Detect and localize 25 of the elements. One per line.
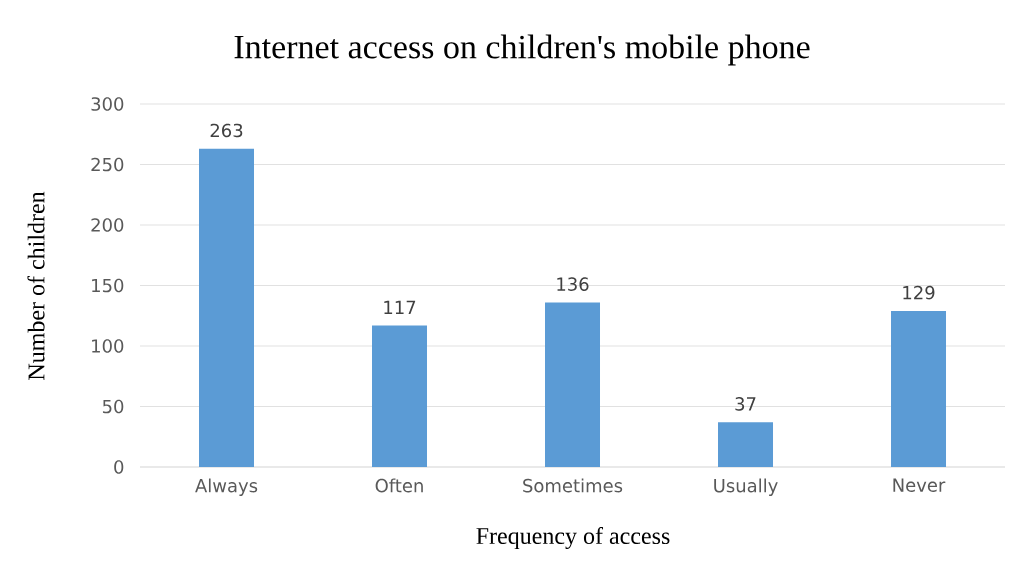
chart-title: Internet access on children's mobile phone [234,34,810,66]
bar [545,302,600,467]
y-tick-label: 50 [102,399,124,414]
data-label: 117 [384,300,416,314]
y-tick-label: 250 [91,157,124,172]
data-label: 129 [903,285,935,300]
bar [891,310,947,467]
x-axis-title: Frequency of access [476,526,670,550]
y-tick-label: 100 [92,339,124,353]
x-tick-label: Often [375,478,423,493]
bar [199,148,254,467]
x-tick-label: Usually [714,478,778,496]
data-label: 37 [735,397,756,411]
bar [718,422,774,467]
x-tick-label: Always [195,478,258,496]
x-tick-label: Sometimes [523,478,623,493]
data-label: 263 [210,123,243,138]
y-tick-label: 300 [91,97,124,111]
data-label: 136 [557,277,589,291]
y-tick-label: 150 [92,278,124,293]
x-tick-label: Never [893,478,946,492]
bar [372,325,427,467]
y-tick-label: 200 [91,218,124,232]
y-tick-label: 0 [114,460,124,474]
y-axis-title: Number of children [27,191,45,380]
